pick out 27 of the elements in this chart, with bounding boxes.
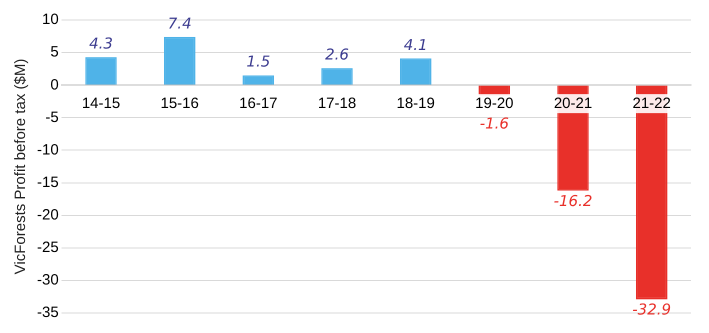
data-label: -32.9 xyxy=(632,300,672,319)
y-tick-label: -15 xyxy=(36,174,59,191)
y-tick-label: -20 xyxy=(36,206,59,224)
data-label: -1.6 xyxy=(480,114,509,132)
data-label: 7.4 xyxy=(168,14,192,32)
y-tick-label: 0 xyxy=(50,76,59,94)
data-label: 1.5 xyxy=(246,52,270,71)
data-label: 4.3 xyxy=(89,34,113,53)
data-label: -16.2 xyxy=(554,192,592,210)
y-tick-label: 10 xyxy=(42,11,59,28)
x-tick-label: 17-18 xyxy=(318,94,356,112)
x-tick-label: 19-20 xyxy=(475,94,514,112)
y-tick-label: -25 xyxy=(36,239,59,256)
y-tick-label: -5 xyxy=(45,108,59,126)
y-tick-label: -30 xyxy=(36,272,59,289)
x-tick-label: 15-16 xyxy=(160,94,199,112)
y-axis-title: VicForests Profit before tax ($M) xyxy=(12,58,30,274)
y-tick-label: -35 xyxy=(36,304,59,322)
x-tick-label: 18-19 xyxy=(396,94,435,112)
x-tick-label: 14-15 xyxy=(82,94,120,112)
x-tick-label: 21-22 xyxy=(632,94,671,112)
x-tick-label: 20-21 xyxy=(554,94,592,112)
data-label: 2.6 xyxy=(325,46,349,64)
y-tick-label: -10 xyxy=(36,141,59,158)
y-tick-label: 5 xyxy=(50,44,59,61)
data-label: 4.1 xyxy=(404,36,428,54)
x-tick-label: 16-17 xyxy=(239,94,278,112)
